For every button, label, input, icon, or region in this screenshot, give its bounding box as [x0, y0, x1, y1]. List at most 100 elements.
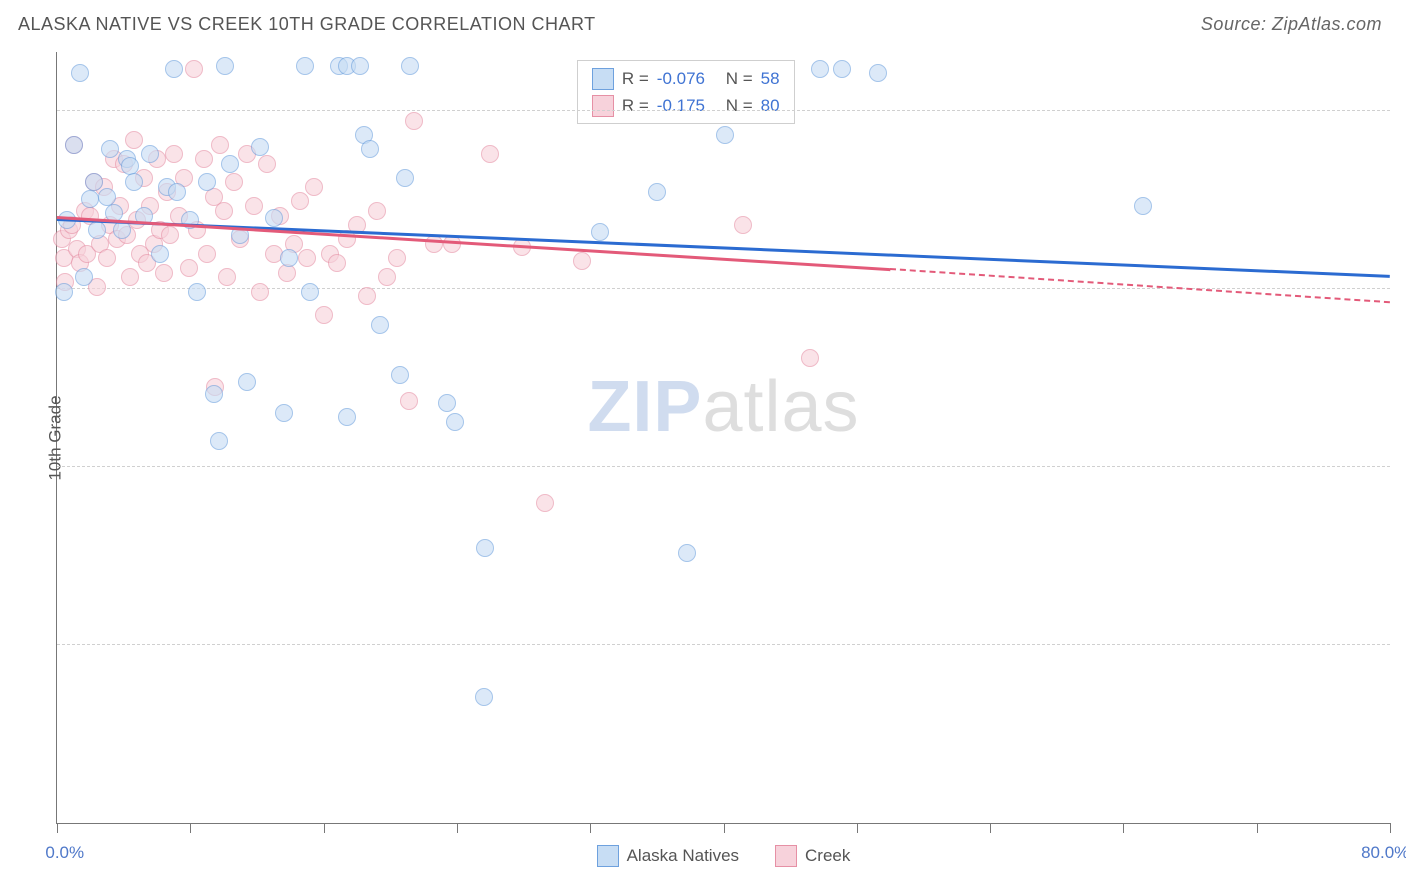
chart-title: ALASKA NATIVE VS CREEK 10TH GRADE CORREL… — [18, 14, 596, 35]
scatter-point-a — [301, 283, 319, 301]
correlation-legend: R = -0.076 N = 58 R = -0.175 N = 80 — [577, 60, 795, 124]
scatter-point-a — [1134, 197, 1152, 215]
legend-row-a: R = -0.076 N = 58 — [592, 65, 780, 92]
scatter-point-a — [216, 57, 234, 75]
y-gridline — [57, 644, 1390, 645]
r-label-a: R = — [622, 65, 649, 92]
scatter-point-a — [65, 136, 83, 154]
scatter-point-b — [98, 249, 116, 267]
x-tick — [1257, 823, 1258, 833]
scatter-point-a — [55, 283, 73, 301]
scatter-point-b — [225, 173, 243, 191]
x-tick — [190, 823, 191, 833]
y-gridline — [57, 110, 1390, 111]
scatter-point-a — [198, 173, 216, 191]
watermark-bold: ZIP — [587, 367, 702, 447]
scatter-point-a — [401, 57, 419, 75]
series-legend-b: Creek — [775, 845, 850, 867]
scatter-point-a — [716, 126, 734, 144]
scatter-point-b — [443, 235, 461, 253]
scatter-point-b — [155, 264, 173, 282]
scatter-point-b — [211, 136, 229, 154]
scatter-point-b — [315, 306, 333, 324]
watermark: ZIPatlas — [587, 366, 859, 448]
n-label-a: N = — [726, 65, 753, 92]
plot-area: ZIPatlas R = -0.076 N = 58 R = -0.175 N … — [56, 52, 1390, 824]
scatter-point-a — [71, 64, 89, 82]
scatter-point-b — [215, 202, 233, 220]
scatter-point-a — [221, 155, 239, 173]
plot-canvas: ZIPatlas R = -0.076 N = 58 R = -0.175 N … — [56, 52, 1390, 824]
scatter-point-a — [165, 60, 183, 78]
scatter-point-b — [536, 494, 554, 512]
scatter-point-a — [125, 173, 143, 191]
scatter-point-a — [476, 539, 494, 557]
scatter-point-b — [180, 259, 198, 277]
series-swatch-a — [597, 845, 619, 867]
scatter-point-a — [811, 60, 829, 78]
scatter-point-a — [446, 413, 464, 431]
series-swatch-b — [775, 845, 797, 867]
scatter-point-b — [400, 392, 418, 410]
scatter-point-b — [305, 178, 323, 196]
legend-swatch-b — [592, 95, 614, 117]
scatter-point-a — [391, 366, 409, 384]
x-tick — [457, 823, 458, 833]
scatter-point-b — [298, 249, 316, 267]
scatter-point-a — [98, 188, 116, 206]
scatter-point-b — [573, 252, 591, 270]
scatter-point-b — [358, 287, 376, 305]
scatter-point-b — [368, 202, 386, 220]
scatter-point-a — [275, 404, 293, 422]
scatter-point-b — [161, 226, 179, 244]
series-legend: Alaska Natives Creek — [57, 845, 1390, 867]
scatter-point-a — [75, 268, 93, 286]
scatter-point-b — [291, 192, 309, 210]
chart-source: Source: ZipAtlas.com — [1201, 14, 1382, 35]
scatter-point-b — [388, 249, 406, 267]
scatter-point-a — [351, 57, 369, 75]
r-value-a: -0.076 — [657, 65, 705, 92]
x-tick — [57, 823, 58, 833]
scatter-point-a — [438, 394, 456, 412]
scatter-point-a — [475, 688, 493, 706]
scatter-point-b — [481, 145, 499, 163]
scatter-point-a — [151, 245, 169, 263]
scatter-point-b — [734, 216, 752, 234]
scatter-point-b — [121, 268, 139, 286]
chart-header: ALASKA NATIVE VS CREEK 10TH GRADE CORREL… — [18, 14, 1382, 35]
scatter-point-b — [425, 235, 443, 253]
scatter-point-a — [869, 64, 887, 82]
series-label-a: Alaska Natives — [627, 846, 739, 866]
scatter-point-b — [165, 145, 183, 163]
x-tick — [724, 823, 725, 833]
scatter-point-a — [210, 432, 228, 450]
scatter-point-a — [113, 221, 131, 239]
scatter-point-a — [121, 157, 139, 175]
scatter-point-b — [218, 268, 236, 286]
source-prefix: Source: — [1201, 14, 1272, 34]
scatter-point-b — [251, 283, 269, 301]
scatter-point-a — [678, 544, 696, 562]
n-value-a: 58 — [761, 65, 780, 92]
scatter-point-b — [125, 131, 143, 149]
scatter-point-a — [188, 283, 206, 301]
watermark-rest: atlas — [702, 367, 859, 447]
scatter-point-a — [141, 145, 159, 163]
scatter-point-b — [378, 268, 396, 286]
scatter-point-a — [280, 249, 298, 267]
scatter-point-b — [801, 349, 819, 367]
scatter-point-a — [371, 316, 389, 334]
x-tick — [1123, 823, 1124, 833]
scatter-point-b — [258, 155, 276, 173]
scatter-point-b — [405, 112, 423, 130]
scatter-point-a — [296, 57, 314, 75]
r-label-b: R = — [622, 92, 649, 119]
scatter-point-a — [833, 60, 851, 78]
series-legend-a: Alaska Natives — [597, 845, 739, 867]
scatter-point-a — [85, 173, 103, 191]
scatter-point-a — [648, 183, 666, 201]
scatter-point-b — [245, 197, 263, 215]
legend-row-b: R = -0.175 N = 80 — [592, 92, 780, 119]
scatter-point-a — [396, 169, 414, 187]
